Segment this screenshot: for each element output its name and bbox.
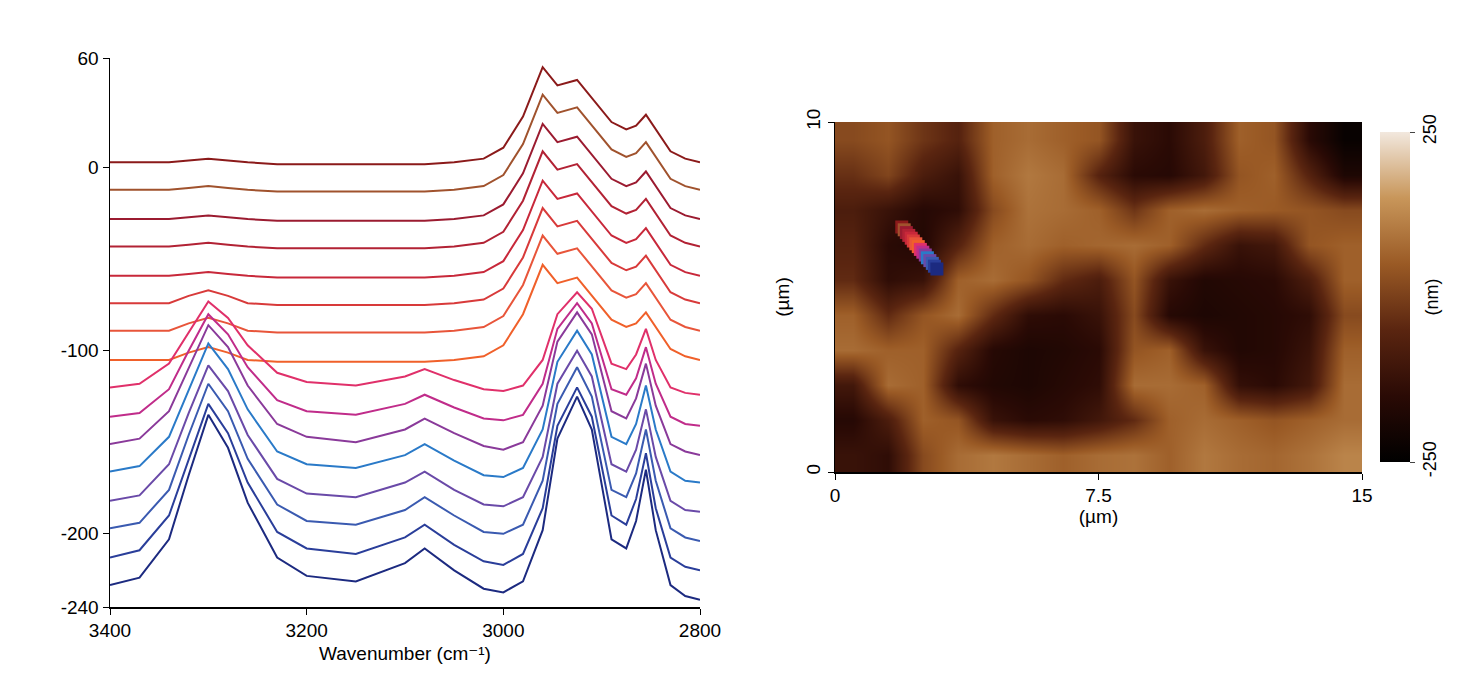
svg-text:-200: -200 xyxy=(61,523,99,544)
svg-text:15: 15 xyxy=(1351,485,1372,506)
svg-text:0: 0 xyxy=(830,485,841,506)
svg-text:0: 0 xyxy=(803,464,824,475)
svg-text:60: 60 xyxy=(78,48,99,69)
svg-text:Wavenumber (cm⁻¹): Wavenumber (cm⁻¹) xyxy=(319,643,491,664)
svg-text:7.5: 7.5 xyxy=(1085,485,1111,506)
svg-text:-100: -100 xyxy=(61,340,99,361)
svg-text:-250: -250 xyxy=(1420,441,1440,477)
svg-text:2800: 2800 xyxy=(679,620,721,641)
svg-text:3400: 3400 xyxy=(89,620,131,641)
svg-text:0: 0 xyxy=(88,157,99,178)
svg-text:250: 250 xyxy=(1420,114,1440,144)
svg-text:10: 10 xyxy=(803,109,824,130)
svg-text:3000: 3000 xyxy=(482,620,524,641)
svg-text:(µm): (µm) xyxy=(772,277,793,316)
svg-text:(µm): (µm) xyxy=(1079,506,1118,527)
svg-text:-240: -240 xyxy=(61,597,99,618)
svg-text:(nm): (nm) xyxy=(1422,279,1442,316)
svg-text:3200: 3200 xyxy=(286,620,328,641)
